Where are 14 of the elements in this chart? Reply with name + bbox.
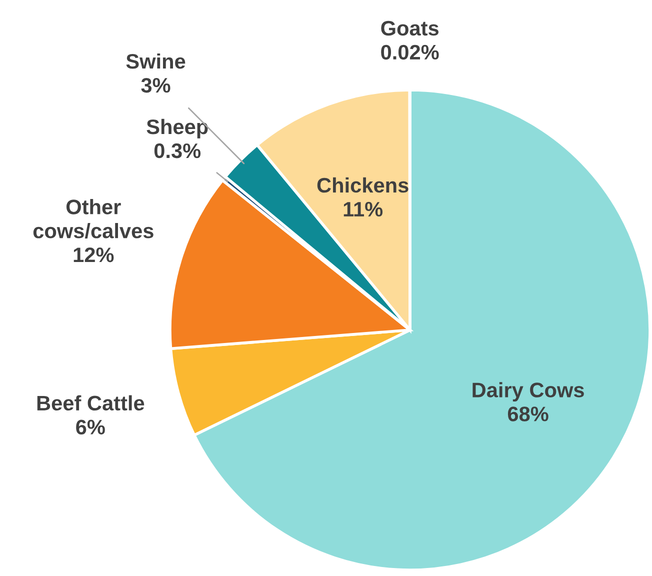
data-label: 3% xyxy=(141,78,170,93)
data-label: 11% xyxy=(344,202,383,217)
slice-label: Goats xyxy=(381,20,438,36)
slice-label: Chickens xyxy=(317,177,408,193)
data-label: 0.02% xyxy=(381,44,439,60)
slice-label: Sheep xyxy=(146,118,208,138)
slice-label: Beef Cattle xyxy=(37,395,144,411)
slice-label: Swine xyxy=(126,53,186,69)
data-label: 6% xyxy=(76,420,105,434)
data-label: 0.3% xyxy=(154,143,201,158)
slice-label: Other cows/calves xyxy=(33,199,154,239)
slice-label: Dairy Cows xyxy=(472,382,584,402)
data-label: 68% xyxy=(508,406,548,422)
data-label: 12% xyxy=(74,248,114,262)
